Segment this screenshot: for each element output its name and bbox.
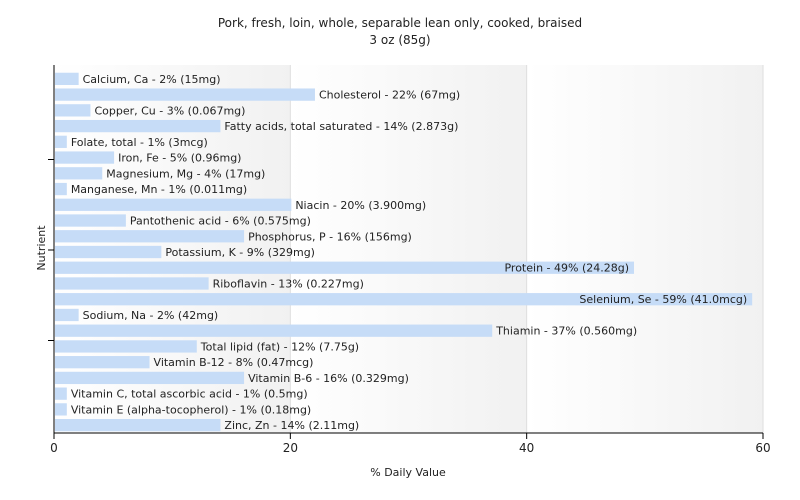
axes: 0 20 40 60	[48, 65, 771, 455]
bar-label: Vitamin C, total ascorbic acid - 1% (0.5…	[71, 388, 308, 401]
y-axis-label: Nutrient	[35, 225, 48, 271]
bar	[55, 182, 67, 196]
chart-title: Pork, fresh, loin, whole, separable lean…	[218, 16, 582, 30]
bar-label: Pantothenic acid - 6% (0.575mg)	[130, 215, 311, 228]
bar-label: Vitamin B-6 - 16% (0.329mg)	[248, 372, 409, 385]
bar	[55, 104, 91, 117]
bar-label: Cholesterol - 22% (67mg)	[319, 89, 460, 102]
bar	[55, 340, 197, 353]
bar-label: Selenium, Se - 59% (41.0mcg)	[579, 293, 747, 306]
bars: Calcium, Ca - 2% (15mg) Cholesterol - 22%…	[55, 72, 753, 432]
bar	[55, 356, 150, 369]
x-tick-label: 20	[283, 441, 298, 455]
bar-label: Vitamin B-12 - 8% (0.47mcg)	[154, 356, 314, 369]
bar	[55, 245, 162, 259]
bar-label: Phosphorus, P - 16% (156mg)	[248, 230, 412, 243]
x-tick-label: 60	[755, 441, 770, 455]
bar-label: Protein - 49% (24.28g)	[504, 262, 629, 275]
bar	[55, 324, 493, 337]
bar	[55, 308, 79, 322]
bar	[55, 261, 635, 274]
bar	[55, 198, 292, 211]
bar	[55, 403, 67, 416]
bar	[55, 167, 103, 180]
bar	[55, 135, 67, 148]
bar-label: Fatty acids, total saturated - 14% (2.87…	[224, 120, 458, 133]
bar-label: Potassium, K - 9% (329mg)	[165, 246, 315, 259]
bar	[55, 277, 209, 290]
bar	[55, 151, 115, 164]
bar-label: Manganese, Mn - 1% (0.011mg)	[71, 183, 247, 196]
bar	[55, 387, 67, 400]
plot-band	[526, 65, 763, 433]
bar-label: Sodium, Na - 2% (42mg)	[83, 309, 219, 322]
bar	[55, 418, 221, 432]
x-tick-label: 0	[50, 441, 58, 455]
x-tick-label: 40	[519, 441, 534, 455]
bar-label: Folate, total - 1% (3mcg)	[71, 136, 208, 149]
bar-label: Niacin - 20% (3.900mg)	[295, 199, 426, 212]
bar	[55, 72, 79, 86]
bar-label: Thiamin - 37% (0.560mg)	[495, 325, 637, 338]
bar-label: Magnesium, Mg - 4% (17mg)	[106, 167, 265, 180]
bar	[55, 293, 753, 306]
bar-label: Vitamin E (alpha-tocopherol) - 1% (0.18m…	[71, 403, 311, 416]
bar-label: Iron, Fe - 5% (0.96mg)	[118, 152, 241, 165]
bar	[55, 119, 221, 133]
bar-label: Riboflavin - 13% (0.227mg)	[213, 277, 364, 290]
bar-label: Calcium, Ca - 2% (15mg)	[83, 73, 221, 86]
bar-label: Zinc, Zn - 14% (2.11mg)	[224, 419, 359, 432]
bar-label: Copper, Cu - 3% (0.067mg)	[94, 104, 245, 117]
x-axis-label: % Daily Value	[370, 466, 446, 479]
bar-label: Total lipid (fat) - 12% (7.75g)	[200, 340, 359, 353]
bar	[55, 214, 126, 227]
bar	[55, 371, 245, 385]
plot-band	[290, 65, 527, 433]
bar	[55, 230, 245, 243]
chart-subtitle: 3 oz (85g)	[369, 33, 430, 47]
bar	[55, 88, 315, 101]
